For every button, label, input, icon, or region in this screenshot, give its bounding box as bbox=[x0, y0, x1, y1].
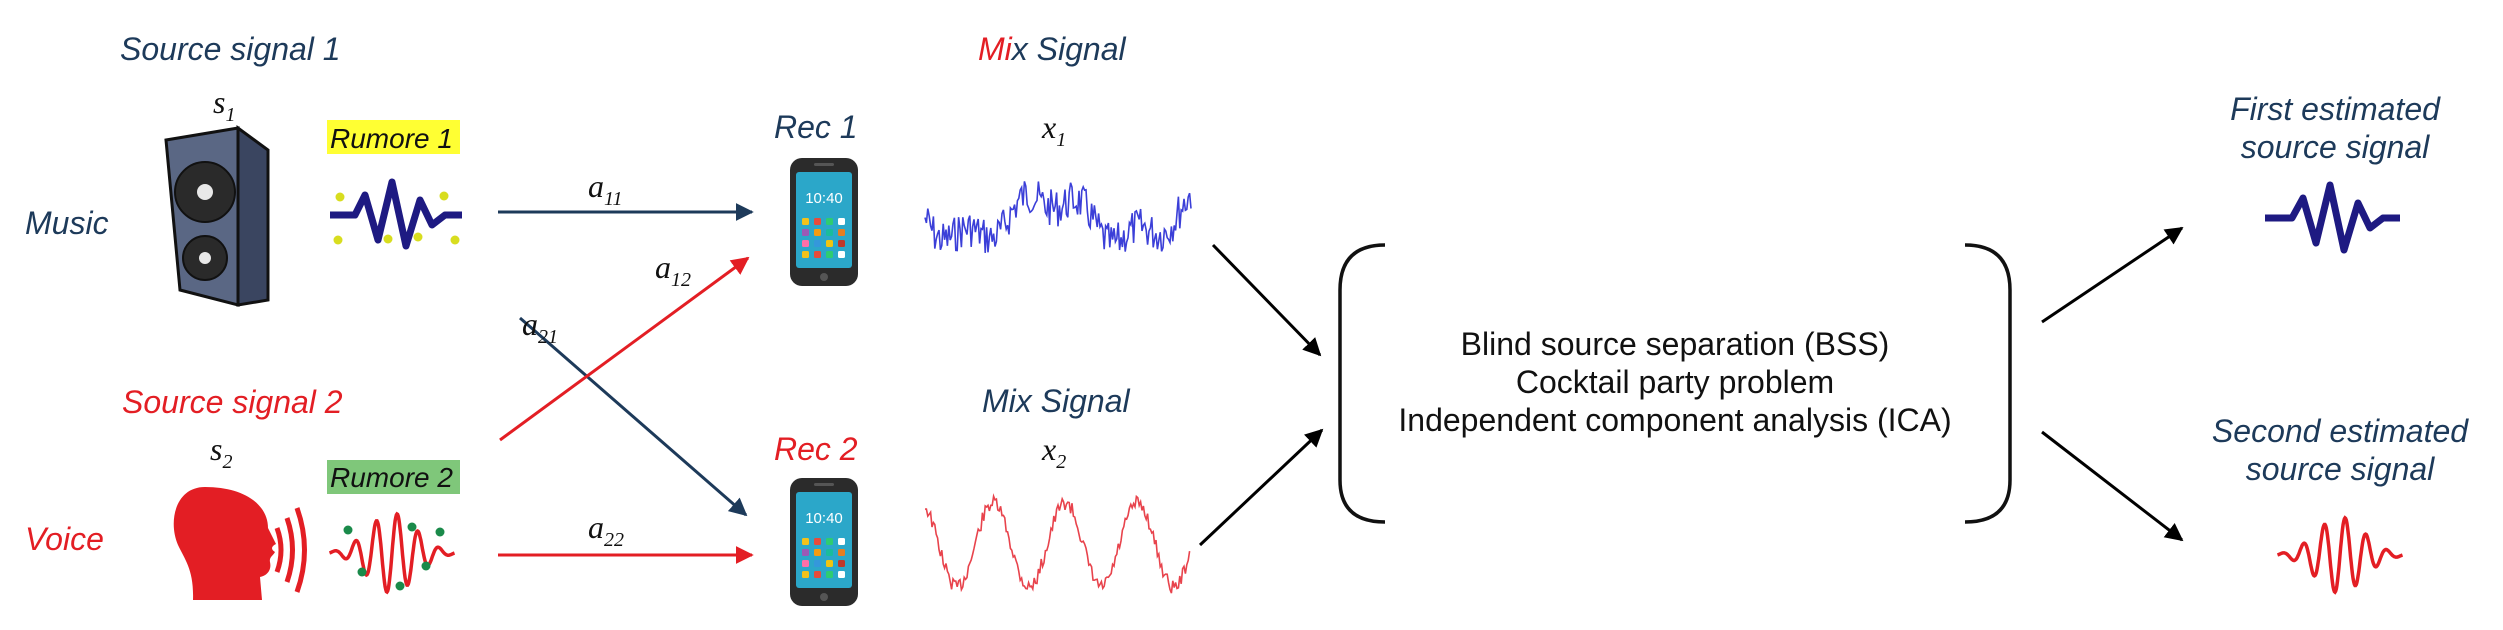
speaking-head-icon bbox=[173, 487, 307, 600]
svg-text:10:40: 10:40 bbox=[805, 510, 843, 527]
second-output-title-line1: Second estimated bbox=[2212, 413, 2469, 449]
left-brace bbox=[1338, 243, 1386, 524]
arrow-x2-to-process bbox=[1198, 428, 1324, 547]
mix-symbol-x1: x1 bbox=[1041, 109, 1066, 151]
noise1-label: Rumore 1 bbox=[330, 123, 453, 154]
first-output-title-line2: source signal bbox=[2241, 129, 2430, 165]
coef-a21: a21 bbox=[522, 306, 558, 348]
noise2-highlight bbox=[327, 460, 460, 494]
pulse-wave-icon bbox=[330, 178, 462, 250]
mixed-signal-waveform-1 bbox=[924, 181, 1192, 253]
coef-a22: a22 bbox=[588, 509, 624, 551]
source2-title: Source signal 2 bbox=[122, 384, 343, 420]
coef-a11: a11 bbox=[588, 168, 623, 210]
noise1-highlight bbox=[327, 120, 460, 154]
rec1-label: Rec 1 bbox=[774, 109, 858, 145]
source1-symbol: s1 bbox=[213, 84, 235, 126]
first-estimated-pulse-icon bbox=[2265, 181, 2400, 254]
voice-label: Voice bbox=[25, 521, 104, 557]
process-line-ica: Independent component analysis (ICA) bbox=[1398, 402, 1951, 438]
music-label: Music bbox=[25, 205, 109, 241]
arrow-a12 bbox=[499, 256, 750, 442]
process-line-cocktail: Cocktail party problem bbox=[1516, 364, 1834, 400]
source2-symbol: s2 bbox=[210, 431, 232, 473]
arrow-a21 bbox=[519, 316, 748, 517]
smartphone-icon: 10:40 bbox=[790, 478, 858, 606]
coef-a12: a12 bbox=[655, 249, 691, 291]
smartphone-icon: 10:40 bbox=[790, 158, 858, 286]
second-estimated-ripple-icon bbox=[2276, 515, 2404, 595]
mix-symbol-x2: x2 bbox=[1041, 431, 1066, 473]
noise2-label: Rumore 2 bbox=[330, 462, 453, 493]
mixed-signal-waveform-2 bbox=[925, 493, 1191, 594]
ripple-wave-icon bbox=[328, 511, 456, 595]
right-brace bbox=[1964, 243, 2012, 524]
svg-text:10:40: 10:40 bbox=[805, 190, 843, 207]
rec2-label: Rec 2 bbox=[774, 431, 858, 467]
mix-signal-title-2: Mix Signal bbox=[982, 383, 1131, 419]
process-line-bss: Blind source separation (BSS) bbox=[1461, 326, 1890, 362]
arrow-to-first-output bbox=[2041, 226, 2184, 324]
second-output-title-line2: source signal bbox=[2246, 451, 2435, 487]
speaker-icon bbox=[164, 125, 270, 307]
first-output-title-line1: First estimated bbox=[2230, 91, 2441, 127]
arrow-to-second-output bbox=[2041, 430, 2184, 542]
arrow-x1-to-process bbox=[1211, 243, 1322, 357]
source1-title: Source signal 1 bbox=[120, 31, 341, 67]
mix-signal-title-1: Mix Signal bbox=[978, 31, 1127, 67]
